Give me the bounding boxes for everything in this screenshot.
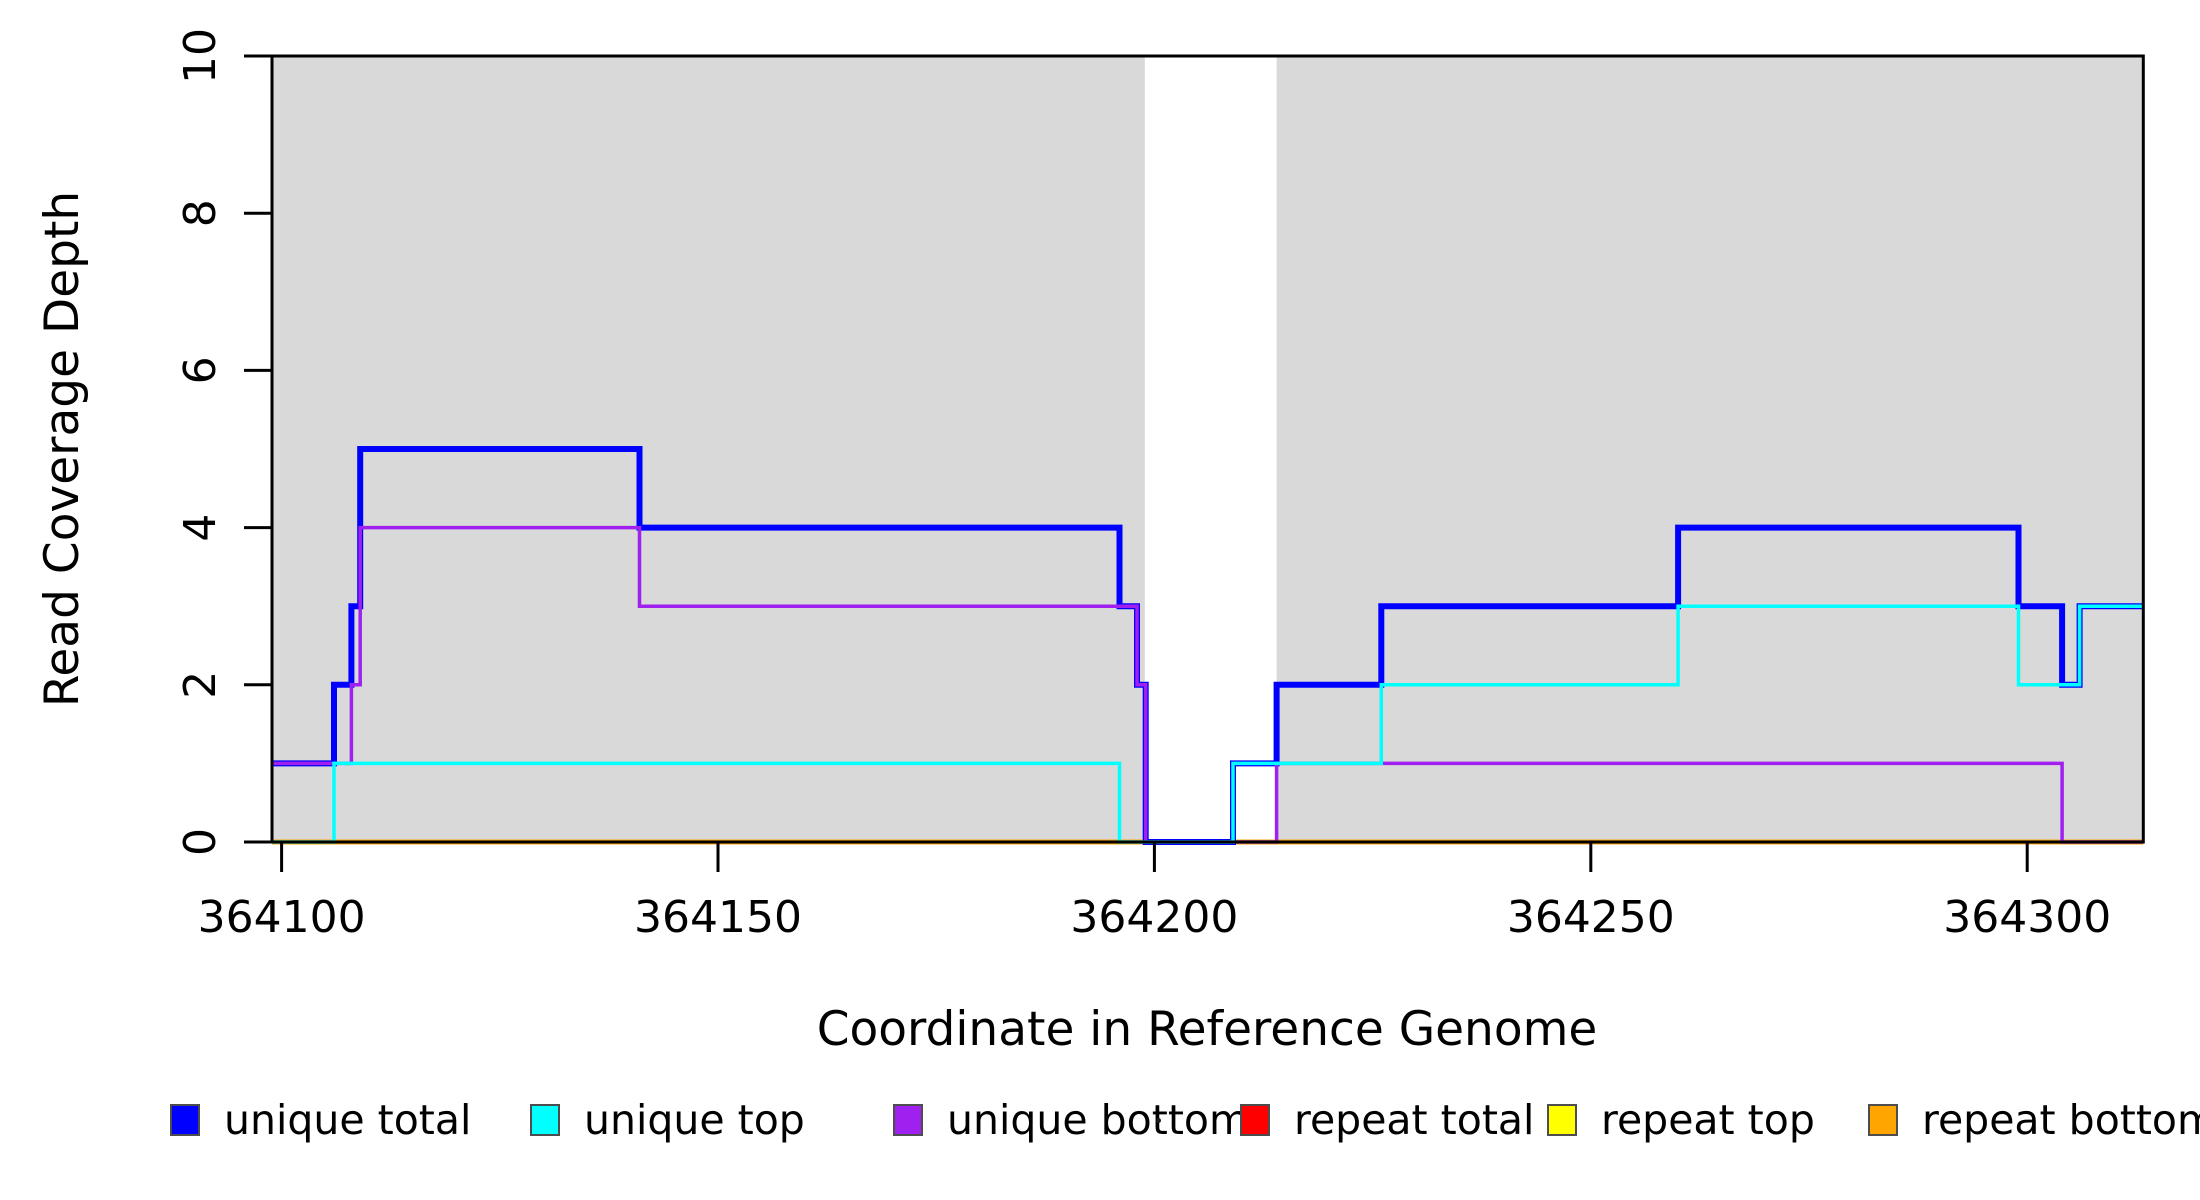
x-tick-label: 364300 xyxy=(1943,892,2111,943)
plot-box xyxy=(270,54,2145,844)
x-tick-label: 364250 xyxy=(1507,892,1675,943)
y-tick-label: 6 xyxy=(175,356,226,384)
stray-dot xyxy=(1156,1118,1161,1123)
shaded-regions-layer xyxy=(272,56,2144,842)
y-tick-label: 4 xyxy=(175,514,226,542)
y-tick-label: 0 xyxy=(175,828,226,856)
y-axis-title: Read Coverage Depth xyxy=(35,191,90,707)
x-tick-label: 364100 xyxy=(198,892,366,943)
series-path-unique-top xyxy=(272,604,2144,844)
x-axis-title: Coordinate in Reference Genome xyxy=(817,1002,1598,1057)
axes-layer: 364100 364150 364200 364250 364300 0 2 4 6 8 10 xyxy=(175,28,2145,943)
x-tick-label: 364150 xyxy=(634,892,802,943)
y-tick-label: 2 xyxy=(175,671,226,699)
series-path-unique-bottom xyxy=(272,525,2144,844)
shaded-region xyxy=(1276,56,2144,842)
y-tick-label: 8 xyxy=(175,199,226,227)
y-tick-label: 10 xyxy=(175,28,226,84)
x-tick-label: 364200 xyxy=(1070,892,1238,943)
